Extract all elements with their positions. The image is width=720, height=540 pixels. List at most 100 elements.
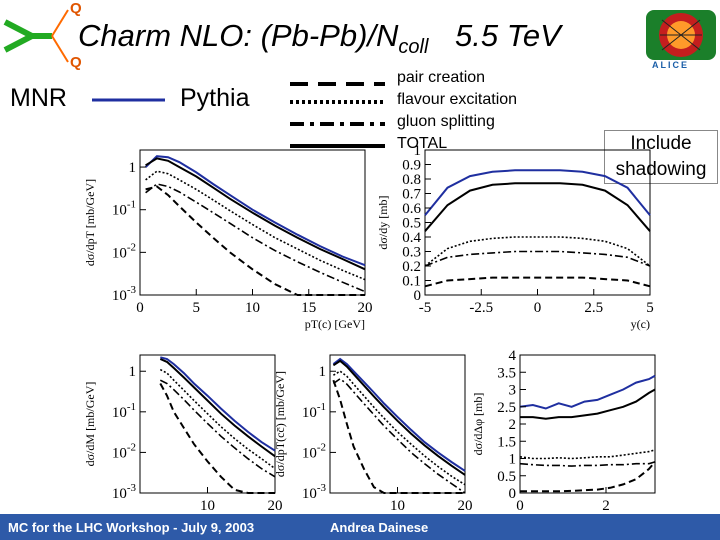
y-axis-label: dσ/dΔφ [mb] — [471, 393, 485, 456]
title-main: Charm NLO: (Pb-Pb)/N — [78, 18, 399, 53]
y-tick-label: 3.5 — [497, 365, 516, 381]
y-tick-label: 10-3 — [112, 284, 137, 304]
x-tick-label: 2.5 — [584, 300, 603, 316]
series-gluon-splitting — [159, 379, 276, 478]
series-mnr — [424, 169, 651, 216]
series-pair-creation — [145, 185, 365, 296]
series-total — [424, 182, 651, 232]
series-mnr — [332, 357, 466, 472]
y-tick-label: 2 — [509, 417, 517, 433]
y-tick-label: 0.4 — [402, 230, 421, 246]
series-gluon-splitting — [424, 250, 651, 267]
series-total — [332, 359, 466, 476]
x-tick-label: 20 — [358, 300, 373, 316]
y-tick-label: 2.5 — [497, 400, 516, 416]
y-tick-label: 10-1 — [112, 401, 136, 421]
y-tick-label: 0 — [509, 486, 517, 502]
y-tick-label: 10-3 — [302, 482, 327, 502]
x-tick-label: 20 — [458, 498, 473, 514]
series-pair-creation — [520, 461, 656, 493]
chart-rapidity-distribution: -5 -2.5 0 2.5 500.10.20.30.40.50.60.70.80.91… — [376, 143, 654, 331]
series-gluon-splitting — [519, 461, 656, 467]
shadowing-note: Include shadowing — [604, 130, 718, 184]
plot-frame — [519, 354, 656, 494]
feynman-diagram-icon — [3, 9, 69, 63]
chart-pt-distribution: 0 5 10 15 20 1 10-1 10-2 10-3 pT(c) [GeV] dσ/dpT [… — [83, 149, 373, 331]
x-tick-label: -2.5 — [469, 300, 493, 316]
y-axis-label: dσ/dpT(cc̄) [mb/GeV] — [273, 371, 287, 477]
series-flavour-excitation — [424, 236, 651, 267]
footer-center: Andrea Dainese — [330, 520, 429, 535]
series-flavour-excitation — [332, 370, 466, 486]
pythia-label: Pythia — [180, 84, 250, 112]
x-tick-label: 5 — [646, 300, 654, 316]
x-tick-label: 15 — [301, 300, 316, 316]
y-tick-label: 10-2 — [112, 441, 136, 461]
y-tick-label: 0.9 — [402, 158, 421, 174]
legend-total: TOTAL — [397, 135, 448, 152]
y-tick-label: 1 — [319, 364, 327, 380]
series-gluon-splitting — [145, 183, 366, 293]
legend-pair-creation: pair creation — [397, 69, 486, 86]
alice-logo-text: ALICE — [652, 60, 689, 70]
title-energy: 5.5 TeV — [455, 18, 561, 53]
y-tick-label: 10-1 — [112, 199, 136, 219]
x-axis-label: y(c) — [631, 317, 650, 331]
series-flavour-excitation — [519, 449, 656, 460]
series-mnr — [519, 374, 656, 410]
series-pair-creation — [424, 276, 651, 288]
chart-pair-transverse-momentum: 10 20 1 10-1 10-2 10-3 dσ/dpT(cc̄) [mb/GeV] — [273, 354, 473, 514]
series-gluon-splitting — [332, 377, 466, 494]
y-tick-label: 10-1 — [302, 401, 326, 421]
y-tick-label: 1 — [509, 452, 517, 468]
y-tick-label: 0.8 — [402, 172, 421, 188]
x-tick-label: 0 — [136, 300, 144, 316]
y-tick-label: 1 — [129, 364, 137, 380]
y-tick-label: 10-3 — [112, 482, 137, 502]
x-tick-label: 5 — [193, 300, 201, 316]
series-total — [159, 358, 276, 458]
footer-left: MC for the LHC Workshop - July 9, 2003 — [8, 520, 255, 535]
slide-title: Charm NLO: (Pb-Pb)/Ncoll 5.5 TeV — [78, 18, 561, 59]
y-tick-label: 10-2 — [302, 441, 326, 461]
quark-label: Q — [70, 54, 82, 71]
alice-logo-icon — [646, 10, 716, 60]
y-tick-label: 0.1 — [402, 274, 421, 290]
y-tick-label: 0.5 — [402, 216, 421, 232]
y-axis-label: dσ/dy [mb] — [376, 195, 390, 249]
x-tick-label: 0 — [516, 498, 524, 514]
series-flavour-excitation — [145, 170, 366, 281]
series-total — [145, 157, 366, 271]
x-tick-label: 10 — [200, 498, 215, 514]
y-tick-label: 0 — [414, 288, 422, 304]
plot-frame — [424, 149, 651, 296]
chart-pair-invariant-mass: 10 20 1 10-1 10-2 10-3 dσ/dM [mb/GeV] — [83, 354, 283, 514]
series-pair-creation — [159, 383, 275, 494]
y-axis-label: dσ/dpT [mb/GeV] — [83, 179, 97, 266]
x-tick-label: 10 — [390, 498, 405, 514]
antiquark-label: Q — [70, 0, 82, 17]
y-tick-label: 0.2 — [402, 259, 421, 275]
legend-gluon-splitting: gluon splitting — [397, 113, 495, 130]
y-tick-label: 0.5 — [497, 469, 516, 485]
y-tick-label: 0.6 — [402, 201, 421, 217]
y-tick-label: 1 — [129, 160, 137, 176]
series-flavour-excitation — [159, 368, 276, 470]
title-sub: coll — [398, 36, 429, 59]
y-axis-label: dσ/dM [mb/GeV] — [83, 382, 97, 467]
mnr-label: MNR — [10, 84, 67, 112]
y-tick-label: 1.5 — [497, 434, 516, 450]
x-tick-label: 20 — [268, 498, 283, 514]
y-tick-label: 3 — [509, 383, 517, 399]
series-total — [520, 388, 656, 420]
y-tick-label: 10-2 — [112, 241, 136, 261]
x-tick-label: 0 — [534, 300, 542, 316]
series-mnr — [144, 155, 366, 267]
series-mnr — [160, 356, 276, 452]
x-tick-label: -5 — [419, 300, 432, 316]
x-tick-label: 10 — [245, 300, 260, 316]
y-tick-label: 4 — [509, 348, 517, 364]
